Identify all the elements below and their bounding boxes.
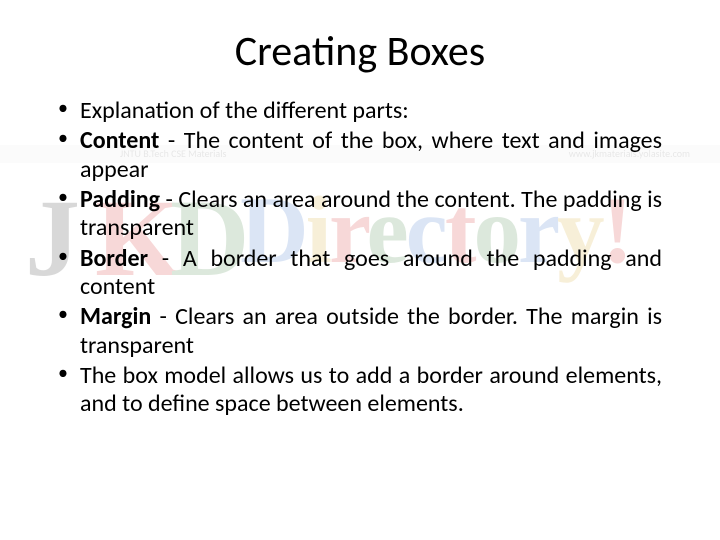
bullet-text: - Clears an area around the content. The… [80, 185, 662, 242]
bullet-list: Explanation of the different parts:Conte… [58, 97, 662, 418]
bullet-text: - The content of the box, where text and… [80, 126, 662, 183]
bullet-item: Margin - Clears an area outside the bord… [58, 303, 662, 360]
bullet-item: Explanation of the different parts: [58, 97, 662, 125]
bullet-term: Padding [80, 185, 160, 214]
bullet-term: Margin [80, 302, 151, 331]
bullet-text: Explanation of the different parts: [80, 96, 409, 125]
bullet-item: Border - A border that goes around the p… [58, 245, 662, 302]
bullet-item: The box model allows us to add a border … [58, 362, 662, 419]
bullet-text: - A border that goes around the padding … [80, 244, 662, 301]
slide-body: Explanation of the different parts:Conte… [0, 97, 720, 418]
bullet-term: Content [80, 126, 159, 155]
bullet-item: Padding - Clears an area around the cont… [58, 186, 662, 243]
bullet-item: Content - The content of the box, where … [58, 127, 662, 184]
bullet-text: - Clears an area outside the border. The… [80, 302, 662, 359]
bullet-text: The box model allows us to add a border … [80, 361, 662, 418]
slide-title: Creating Boxes [0, 0, 720, 97]
slide: JNTU B.Tech CSE Materials www.jkmaterial… [0, 0, 720, 540]
bullet-term: Border [80, 244, 148, 273]
